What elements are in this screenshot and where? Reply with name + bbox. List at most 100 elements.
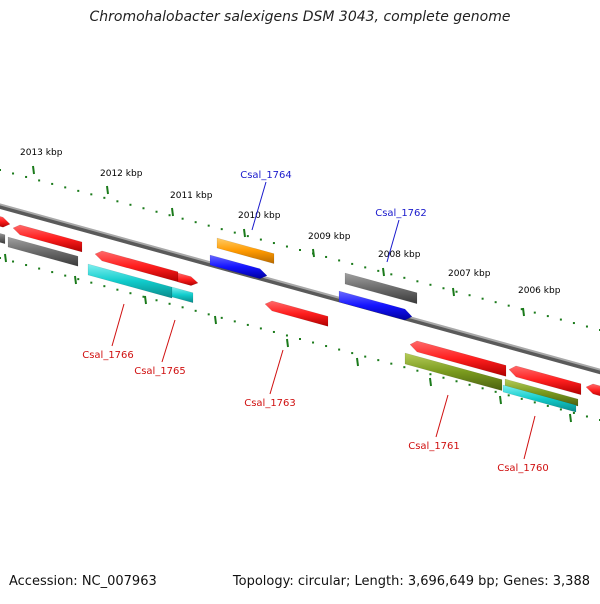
- scale-dot-outer: [129, 203, 132, 206]
- scale-dot-inner: [116, 288, 119, 291]
- gene-features: [0, 216, 600, 413]
- scale-tick-major: [243, 228, 246, 238]
- scale-dot-outer: [325, 255, 328, 258]
- scale-dot-outer: [38, 179, 41, 182]
- scale-dot-outer: [77, 189, 80, 192]
- gene-label-csal-1762[interactable]: Csal_1762: [375, 208, 427, 219]
- scale-tick-label: 2006 kbp: [518, 286, 561, 296]
- scale-dot-inner: [572, 411, 575, 414]
- gene-label-csal-1763[interactable]: Csal_1763: [244, 398, 296, 409]
- scale-dot-outer: [168, 214, 171, 217]
- scale-dot-inner: [520, 397, 523, 400]
- scale-dot-inner: [585, 415, 588, 418]
- scale-dot-inner: [559, 408, 562, 411]
- accession-text: Accession: NC_007963: [9, 574, 157, 589]
- scale-tick-label: 2012 kbp: [100, 169, 143, 179]
- scale-dot-inner: [129, 292, 132, 295]
- scale-dot-outer: [142, 207, 145, 210]
- scale-dot-outer: [64, 186, 67, 189]
- scale-tick-label: 2007 kbp: [448, 269, 491, 279]
- gene-label-csal-1765[interactable]: Csal_1765: [134, 366, 186, 377]
- genome-summary-text: Topology: circular; Length: 3,696,649 bp…: [232, 574, 590, 589]
- scale-dot-outer: [194, 221, 197, 224]
- scale-dot-inner: [272, 330, 275, 333]
- label-leader-line: [269, 349, 284, 395]
- scale-dot-inner: [142, 295, 145, 298]
- scale-dot-outer: [338, 259, 341, 262]
- gene-label-csal-1760[interactable]: Csal_1760: [497, 463, 549, 474]
- gene-blue: [209, 254, 268, 280]
- scale-dot-outer: [468, 294, 471, 297]
- scale-dot-inner: [259, 327, 262, 330]
- scale-tick-major-inner: [74, 275, 77, 285]
- scale-dot-inner: [207, 313, 210, 316]
- label-leader-line: [251, 181, 267, 231]
- scale-dot-inner: [246, 323, 249, 326]
- scale-dot-outer: [481, 297, 484, 300]
- gene-csal-1762: [344, 272, 418, 305]
- scale-dot-inner: [181, 306, 184, 309]
- scale-dot-outer: [559, 318, 562, 321]
- label-leader-line: [523, 415, 536, 460]
- scale-tick-major-inner: [499, 395, 502, 405]
- gene-red: [585, 383, 600, 397]
- scale-dot-inner: [0, 257, 1, 259]
- scale-tick-major: [382, 267, 385, 277]
- scale-dot-outer: [572, 322, 575, 325]
- scale-tick-major-inner: [4, 253, 7, 263]
- scale-dot-outer: [429, 283, 432, 286]
- scale-dot-outer: [259, 238, 262, 241]
- scale-tick-major: [522, 307, 525, 317]
- scale-dot-inner: [377, 359, 380, 362]
- scale-dot-inner: [220, 316, 223, 319]
- gene-label-csal-1766[interactable]: Csal_1766: [82, 350, 134, 361]
- scale-tick-major-inner: [214, 315, 217, 325]
- scale-dot-inner: [338, 348, 341, 351]
- scale-dot-inner: [90, 281, 93, 284]
- scale-dot-inner: [416, 369, 419, 372]
- scale-dot-inner: [77, 278, 80, 281]
- scale-dot-outer: [51, 182, 54, 185]
- scale-dot-inner: [533, 401, 536, 404]
- scale-dot-inner: [299, 338, 301, 340]
- scale-dot-inner: [312, 341, 315, 344]
- scale-dot-outer: [0, 169, 1, 171]
- gene-label-csal-1764[interactable]: Csal_1764: [240, 170, 292, 181]
- scale-dot-inner: [155, 299, 158, 302]
- gene-csal-1766: [87, 263, 173, 299]
- scale-dot-outer: [585, 325, 588, 328]
- scale-dot-inner: [64, 274, 67, 277]
- scale-dot-inner: [442, 376, 445, 379]
- scale-tick-major: [312, 248, 315, 258]
- scale-dot-outer: [299, 249, 301, 251]
- scale-dot-outer: [272, 242, 275, 245]
- scale-dot-outer: [181, 217, 184, 220]
- backbone-line: [0, 203, 600, 371]
- scale-dot-inner: [546, 404, 549, 407]
- scale-dot-outer: [90, 193, 93, 196]
- scale-tick-label: 2009 kbp: [308, 232, 351, 242]
- scale-dot-outer: [520, 308, 523, 311]
- scale-dot-outer: [103, 196, 106, 199]
- gene-label-csal-1761[interactable]: Csal_1761: [408, 441, 460, 452]
- scale-tick-major-inner: [356, 357, 359, 367]
- gene-csal-1763: [264, 300, 329, 327]
- gene-olive: [504, 378, 579, 407]
- scale-dot-inner: [429, 373, 432, 376]
- label-leader-line: [386, 219, 400, 263]
- scale-dot-inner: [325, 345, 328, 348]
- scale-dot-outer: [533, 311, 536, 314]
- scale-dot-outer: [377, 269, 380, 272]
- gene-red: [0, 216, 11, 228]
- scale-dot-inner: [351, 352, 354, 355]
- scale-dot-outer: [546, 315, 549, 318]
- scale-dot-inner: [494, 390, 497, 393]
- scale-dot-inner: [51, 271, 54, 274]
- scale-dot-outer: [494, 301, 497, 304]
- scale-dot-inner: [507, 394, 510, 397]
- scale-dot-inner: [403, 366, 406, 369]
- scale-tick-major-inner: [429, 377, 432, 387]
- scale-tick-major-inner: [144, 295, 147, 305]
- gene-gray: [0, 233, 6, 245]
